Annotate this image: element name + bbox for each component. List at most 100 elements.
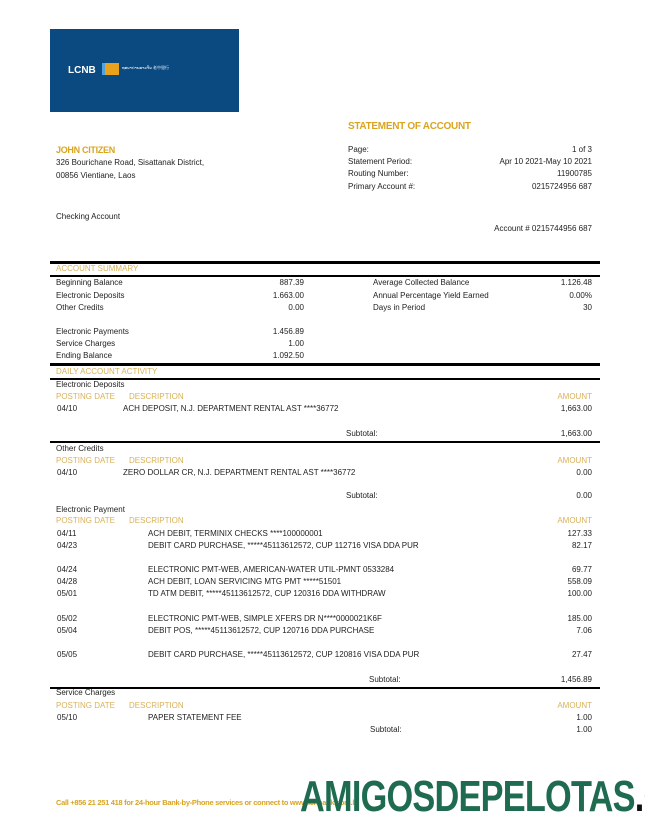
summary-value: 887.39 [279, 278, 304, 287]
footer-text: Call +856 21 251 418 for 24-hour Bank-by… [56, 798, 358, 807]
account-number: Account # 0215744956 687 [494, 224, 592, 233]
transaction-description: PAPER STATEMENT FEE [148, 713, 242, 722]
transaction-amount: 1.00 [576, 713, 592, 722]
info-value: 0215724956 687 [531, 182, 592, 191]
section-name: Electronic Deposits [56, 380, 125, 389]
subtotal-value: 0.00 [576, 491, 592, 500]
section-name: Service Charges [56, 688, 116, 697]
column-header-description: DESCRIPTION [129, 392, 184, 401]
logo-icon [102, 63, 119, 75]
subtotal-value: 1.00 [576, 725, 592, 734]
summary-value: 0.00 [288, 303, 304, 312]
summary-label: Electronic Deposits [56, 291, 125, 300]
summary-label: Annual Percentage Yield Earned [373, 291, 489, 300]
info-value: 11900785 [557, 169, 592, 178]
divider [50, 363, 600, 366]
column-header-date: POSTING DATE [56, 516, 115, 525]
transaction-date: 05/04 [57, 626, 78, 635]
divider [50, 275, 600, 277]
column-header-amount: AMOUNT [557, 516, 592, 525]
subtotal-label: Subtotal: [369, 675, 401, 684]
column-header-date: POSTING DATE [56, 701, 115, 710]
summary-value: 1.126.48 [560, 278, 592, 287]
summary-value: 30 [583, 303, 592, 312]
transaction-amount: 558.09 [567, 577, 592, 586]
column-header-date: POSTING DATE [56, 392, 115, 401]
transaction-amount: 127.33 [567, 529, 592, 538]
column-header-amount: AMOUNT [557, 701, 592, 710]
transaction-amount: 7.06 [576, 626, 592, 635]
info-label: Primary Account #: [348, 182, 416, 191]
divider [50, 261, 600, 264]
summary-value: 1.456.89 [272, 327, 304, 336]
transaction-date: 05/05 [57, 650, 78, 659]
transaction-date: 04/23 [57, 541, 78, 550]
transaction-description: ELECTRONIC PMT-WEB, AMERICAN-WATER UTIL-… [148, 565, 395, 574]
transaction-amount: 69.77 [571, 565, 592, 574]
summary-value: 0.00% [569, 291, 592, 300]
info-value: Apr 10 2021-May 10 2021 [499, 157, 592, 166]
divider [50, 687, 600, 689]
section-name: Electronic Payment [56, 505, 125, 514]
info-value: 1 of 3 [571, 145, 592, 154]
address-line-2: 00856 Vientiane, Laos [56, 171, 136, 180]
transaction-amount: 100.00 [567, 589, 592, 598]
transaction-date: 04/11 [57, 529, 77, 538]
transaction-description: ACH DEBIT, LOAN SERVICING MTG PMT *****5… [148, 577, 342, 586]
column-header-date: POSTING DATE [56, 456, 115, 465]
column-header-amount: AMOUNT [557, 456, 592, 465]
transaction-amount: 27.47 [571, 650, 592, 659]
transaction-amount: 185.00 [567, 614, 592, 623]
summary-value: 1.663.00 [272, 291, 304, 300]
account-type: Checking Account [56, 212, 121, 221]
summary-label: Other Credits [56, 303, 104, 312]
transaction-description: DEBIT CARD PURCHASE, *****45113612572, C… [148, 541, 419, 550]
transaction-amount: 82.17 [571, 541, 592, 550]
address-line-1: 326 Bourichane Road, Sisattanak District… [56, 158, 205, 167]
summary-title: ACCOUNT SUMMARY [56, 264, 139, 273]
transaction-date: 05/02 [57, 614, 78, 623]
transaction-description: DEBIT CARD PURCHASE, *****45113612572, C… [148, 650, 420, 659]
subtotal-value: 1,663.00 [560, 429, 592, 438]
summary-value: 1.092.50 [272, 351, 304, 360]
transaction-description: ELECTRONIC PMT-WEB, SIMPLE XFERS DR N***… [148, 614, 382, 623]
info-label: Statement Period: [348, 157, 413, 166]
subtotal-label: Subtotal: [346, 429, 378, 438]
transaction-description: TD ATM DEBIT, *****45113612572, CUP 1203… [148, 589, 386, 598]
activity-title: DAILY ACCOUNT ACTIVITY [56, 367, 158, 376]
watermark: AMIGOSDEPELOTAS.COM [300, 772, 645, 822]
column-header-description: DESCRIPTION [129, 456, 184, 465]
subtotal-value: 1,456.89 [560, 675, 592, 684]
summary-label: Beginning Balance [56, 278, 123, 287]
transaction-date: 04/24 [57, 565, 78, 574]
summary-label: Days in Period [373, 303, 426, 312]
logo-text: LCNB [68, 65, 96, 76]
summary-label: Electronic Payments [56, 327, 129, 336]
section-name: Other Credits [56, 444, 104, 453]
watermark-part2: .COM [634, 772, 645, 821]
column-header-description: DESCRIPTION [129, 516, 184, 525]
divider [50, 441, 600, 443]
transaction-description: ACH DEBIT, TERMINIX CHECKS ****100000001 [148, 529, 323, 538]
divider [50, 378, 600, 380]
column-header-amount: AMOUNT [557, 392, 592, 401]
statement-title: STATEMENT OF ACCOUNT [348, 121, 471, 132]
column-header-description: DESCRIPTION [129, 701, 184, 710]
transaction-amount: 0.00 [576, 468, 592, 477]
summary-label: Average Collected Balance [373, 278, 470, 287]
transaction-amount: 1,663.00 [560, 404, 592, 413]
transaction-date: 05/10 [57, 713, 78, 722]
transaction-description: DEBIT POS, *****45113612572, CUP 120716 … [148, 626, 375, 635]
transaction-date: 05/01 [57, 589, 78, 598]
summary-value: 1.00 [288, 339, 304, 348]
transaction-description: ZERO DOLLAR CR, N.J. DEPARTMENT RENTAL A… [123, 468, 356, 477]
subtotal-label: Subtotal: [346, 491, 378, 500]
logo-subtext: ທະນາຄານລາວຈີນ 老中银行 [122, 65, 170, 70]
transaction-date: 04/28 [57, 577, 78, 586]
transaction-description: ACH DEPOSIT, N.J. DEPARTMENT RENTAL AST … [123, 404, 339, 413]
customer-name: JOHN CITIZEN [56, 145, 115, 155]
transaction-date: 04/10 [57, 468, 78, 477]
summary-label: Service Charges [56, 339, 116, 348]
info-label: Routing Number: [348, 169, 409, 178]
